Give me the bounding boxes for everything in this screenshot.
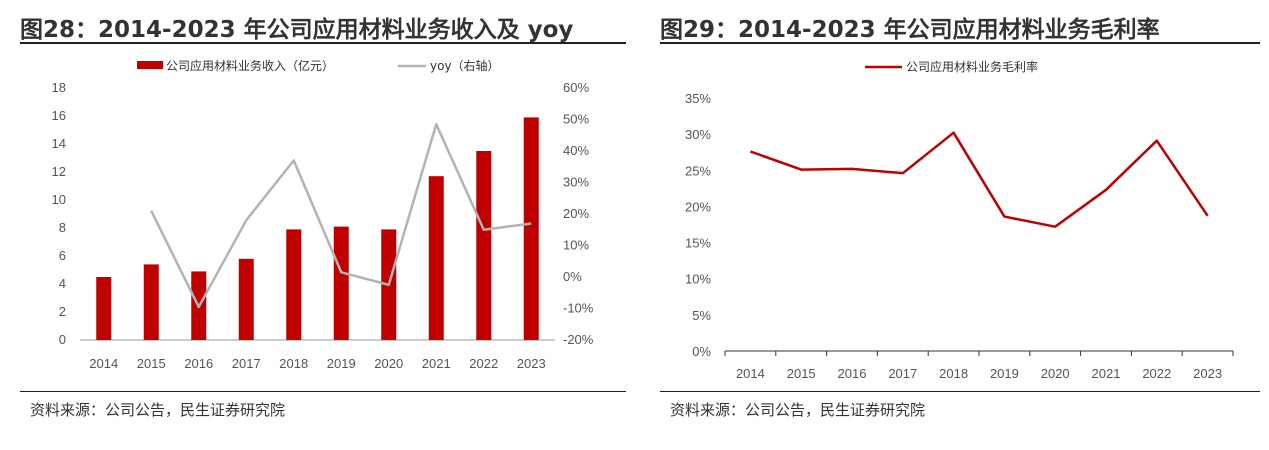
y-tick-label: 10% <box>685 272 711 287</box>
source-divider <box>20 391 626 392</box>
revenue-bar <box>523 117 539 341</box>
x-tick-label: 2015 <box>787 366 816 381</box>
right-y-tick-label: -20% <box>563 332 594 347</box>
x-tick-label: 2014 <box>736 366 765 381</box>
legend-swatch-revenue <box>137 61 163 69</box>
figure-29-panel: 图29：2014-2023 年公司应用材料业务毛利率 0% 5% 10% 15% 20%… <box>640 0 1269 450</box>
revenue-bar <box>333 226 349 340</box>
x-tick-label: 2022 <box>1142 366 1171 381</box>
x-tick-label: 2020 <box>1041 366 1070 381</box>
left-y-tick-label: 4 <box>59 276 66 291</box>
x-tick-label: 2015 <box>137 356 166 371</box>
x-tick-label: 2019 <box>327 356 356 371</box>
y-tick-label: 20% <box>685 199 711 214</box>
x-tick-label: 2022 <box>469 356 498 371</box>
y-tick-label: 35% <box>685 91 711 106</box>
right-y-tick-label: 30% <box>563 175 589 190</box>
title-divider <box>20 42 626 44</box>
left-y-tick-label: 16 <box>52 108 66 123</box>
x-tick-label: 2018 <box>279 356 308 371</box>
left-y-tick-label: 0 <box>59 332 66 347</box>
y-tick-label: 0% <box>692 344 711 359</box>
figure-title: 图28：2014-2023 年公司应用材料业务收入及 yoy <box>20 17 574 43</box>
x-tick-label: 2023 <box>517 356 546 371</box>
x-tick-label: 2016 <box>184 356 213 371</box>
source-note: 资料来源：公司公告，民生证券研究院 <box>30 401 286 419</box>
revenue-bar <box>143 264 159 340</box>
left-y-tick-label: 8 <box>59 220 66 235</box>
gross-margin-series-line <box>749 131 1209 228</box>
x-tick-label: 2019 <box>990 366 1019 381</box>
right-y-tick-label: 20% <box>563 206 589 221</box>
right-y-tick-label: 0% <box>563 269 582 284</box>
left-y-tick-label: 14 <box>52 136 66 151</box>
left-y-tick-label: 18 <box>52 80 66 95</box>
left-y-tick-label: 6 <box>59 248 66 263</box>
y-tick-label: 5% <box>692 308 711 323</box>
x-tick-label: 2016 <box>838 366 867 381</box>
right-y-tick-label: -10% <box>563 301 594 316</box>
x-tick-label: 2014 <box>89 356 118 371</box>
figure-title: 图29：2014-2023 年公司应用材料业务毛利率 <box>660 17 1160 43</box>
y-tick-label: 15% <box>685 236 711 251</box>
x-tick-label: 2021 <box>422 356 451 371</box>
x-tick-label: 2020 <box>374 356 403 371</box>
left-y-tick-label: 12 <box>52 164 66 179</box>
y-tick-label: 25% <box>685 163 711 178</box>
x-tick-label: 2017 <box>232 356 261 371</box>
legend-label-yoy: yoy（右轴） <box>430 58 500 73</box>
revenue-bar <box>96 277 112 340</box>
revenue-bar <box>428 176 444 340</box>
legend-label-revenue: 公司应用材料业务收入（亿元） <box>166 58 334 73</box>
revenue-bar <box>238 258 254 340</box>
source-note: 资料来源：公司公告，民生证券研究院 <box>670 401 926 419</box>
gross-margin-chart: 0% 5% 10% 15% 20% 25% 30% 35% 2014 2015 2016 2017 20… <box>685 59 1234 381</box>
x-tick-label: 2023 <box>1193 366 1222 381</box>
x-tick-label: 2021 <box>1092 366 1121 381</box>
x-tick-label: 2017 <box>888 366 917 381</box>
right-y-tick-label: 50% <box>563 112 589 127</box>
y-tick-label: 30% <box>685 127 711 142</box>
figure-28-panel: 图28：2014-2023 年公司应用材料业务收入及 yoy 0 2 4 6 8 10 12… <box>0 0 630 450</box>
left-y-tick-label: 2 <box>59 304 66 319</box>
x-tick-label: 2018 <box>939 366 968 381</box>
title-divider <box>660 42 1260 44</box>
right-y-tick-label: 40% <box>563 143 589 158</box>
right-y-tick-label: 60% <box>563 80 589 95</box>
legend-label-gross-margin: 公司应用材料业务毛利率 <box>906 59 1038 74</box>
revenue-bar <box>286 229 302 340</box>
source-divider <box>660 391 1260 392</box>
yoy-series-line <box>150 122 532 309</box>
right-y-tick-label: 10% <box>563 238 589 253</box>
revenue-yoy-chart: 0 2 4 6 8 10 12 14 16 18 -20% -10% 0% 10% 20% 30% 40% 50%… <box>52 58 594 371</box>
revenue-bar <box>476 151 492 340</box>
left-y-tick-label: 10 <box>52 192 66 207</box>
